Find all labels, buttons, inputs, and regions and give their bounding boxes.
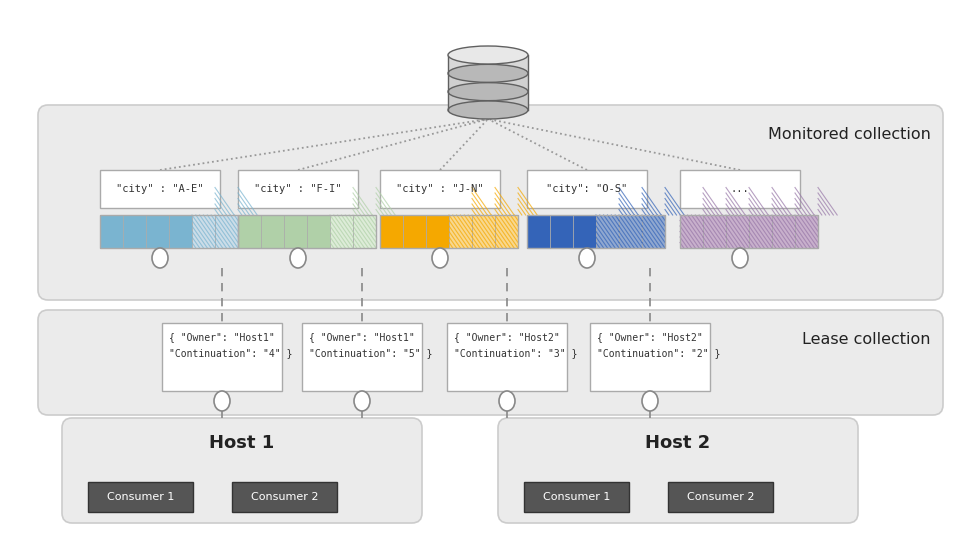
FancyBboxPatch shape — [62, 418, 422, 523]
Bar — [380, 215, 403, 248]
Bar — [642, 215, 665, 248]
FancyBboxPatch shape — [38, 310, 943, 415]
Bar — [527, 215, 665, 248]
Bar — [353, 215, 376, 248]
Text: "city" : "A-E": "city" : "A-E" — [116, 184, 204, 194]
Ellipse shape — [448, 101, 528, 119]
Bar — [596, 215, 619, 248]
Bar — [100, 170, 220, 208]
Bar — [472, 215, 495, 248]
Text: Lease collection: Lease collection — [802, 332, 931, 347]
Bar — [403, 215, 426, 248]
Text: "city": "O-S": "city": "O-S" — [546, 184, 627, 194]
Text: Host 1: Host 1 — [209, 434, 275, 452]
Bar — [307, 215, 330, 248]
Ellipse shape — [448, 83, 528, 100]
Bar — [123, 215, 146, 248]
Bar — [192, 215, 215, 248]
Text: Monitored collection: Monitored collection — [768, 127, 931, 142]
Bar — [448, 55, 528, 74]
Bar — [703, 215, 726, 248]
Text: Consumer 1: Consumer 1 — [106, 492, 174, 502]
Bar — [680, 215, 818, 248]
Bar — [302, 323, 422, 391]
FancyBboxPatch shape — [38, 105, 943, 300]
Bar — [726, 215, 749, 248]
Bar — [426, 215, 449, 248]
Bar — [232, 482, 337, 512]
Ellipse shape — [448, 46, 528, 64]
Text: "Continuation": "4" }: "Continuation": "4" } — [169, 348, 292, 358]
Bar — [619, 215, 642, 248]
Text: Consumer 1: Consumer 1 — [543, 492, 611, 502]
Bar — [238, 215, 261, 248]
Text: Host 2: Host 2 — [646, 434, 710, 452]
Ellipse shape — [214, 391, 230, 411]
Bar — [169, 215, 192, 248]
Bar — [380, 215, 518, 248]
Ellipse shape — [152, 248, 168, 268]
Ellipse shape — [499, 391, 515, 411]
Bar — [573, 215, 596, 248]
Bar — [162, 323, 282, 391]
Ellipse shape — [642, 391, 658, 411]
Ellipse shape — [432, 248, 448, 268]
Bar — [590, 323, 710, 391]
Bar — [449, 215, 472, 248]
Bar — [330, 215, 353, 248]
Bar — [448, 92, 528, 110]
Bar — [448, 74, 528, 92]
Text: { "Owner": "Host2": { "Owner": "Host2" — [454, 332, 560, 342]
Bar — [261, 215, 284, 248]
Bar — [749, 215, 772, 248]
Bar — [238, 215, 376, 248]
Text: Consumer 2: Consumer 2 — [687, 492, 754, 502]
Bar — [680, 170, 800, 208]
Ellipse shape — [354, 391, 370, 411]
Bar — [447, 323, 567, 391]
FancyBboxPatch shape — [498, 418, 858, 523]
Text: { "Owner": "Host1": { "Owner": "Host1" — [309, 332, 415, 342]
Text: { "Owner": "Host2": { "Owner": "Host2" — [597, 332, 702, 342]
Bar — [100, 215, 238, 248]
Bar — [100, 215, 123, 248]
Ellipse shape — [448, 64, 528, 82]
Text: "city" : "J-N": "city" : "J-N" — [397, 184, 484, 194]
Text: "Continuation": "5" }: "Continuation": "5" } — [309, 348, 433, 358]
Bar — [215, 215, 238, 248]
Bar — [527, 215, 550, 248]
Text: "city" : "F-I": "city" : "F-I" — [254, 184, 342, 194]
Bar — [284, 215, 307, 248]
Ellipse shape — [290, 248, 306, 268]
Text: { "Owner": "Host1": { "Owner": "Host1" — [169, 332, 275, 342]
Bar — [88, 482, 193, 512]
Bar — [772, 215, 795, 248]
Bar — [668, 482, 773, 512]
Text: "Continuation": "2" }: "Continuation": "2" } — [597, 348, 720, 358]
Bar — [527, 170, 647, 208]
Text: ...: ... — [731, 184, 749, 194]
Ellipse shape — [732, 248, 748, 268]
Bar — [146, 215, 169, 248]
Bar — [795, 215, 818, 248]
Bar — [495, 215, 518, 248]
Ellipse shape — [579, 248, 595, 268]
Bar — [524, 482, 629, 512]
Bar — [238, 170, 358, 208]
Bar — [680, 215, 703, 248]
Bar — [550, 215, 573, 248]
Text: "Continuation": "3" }: "Continuation": "3" } — [454, 348, 577, 358]
Bar — [380, 170, 500, 208]
Text: Consumer 2: Consumer 2 — [251, 492, 319, 502]
